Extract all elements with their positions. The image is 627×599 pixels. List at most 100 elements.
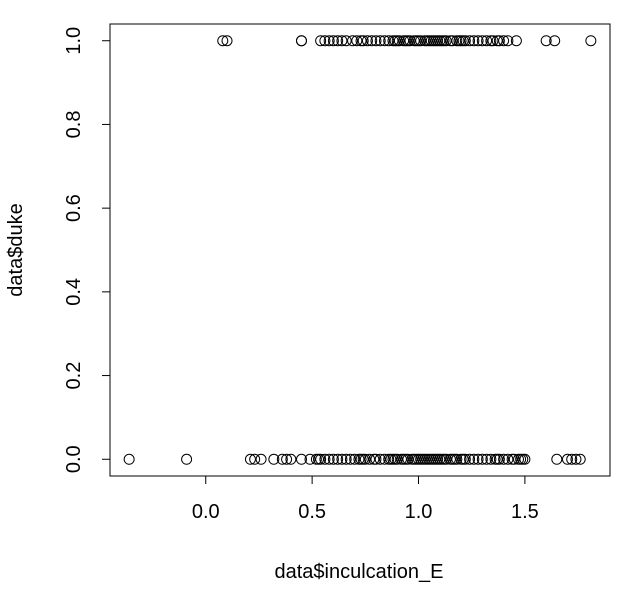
plot-frame — [109, 23, 611, 477]
data-point — [357, 35, 369, 47]
data-point — [551, 453, 563, 465]
data-point — [378, 35, 390, 47]
data-point — [519, 453, 531, 465]
data-point — [549, 35, 561, 47]
data-point — [502, 453, 514, 465]
data-point — [585, 35, 597, 47]
data-point — [364, 453, 376, 465]
data-point — [366, 35, 378, 47]
data-point — [323, 35, 335, 47]
data-point — [498, 35, 510, 47]
data-point — [459, 453, 471, 465]
y-axis-label: data$duke — [5, 203, 27, 296]
data-point — [391, 453, 403, 465]
data-point — [476, 35, 488, 47]
data-point — [472, 35, 484, 47]
data-point — [295, 35, 307, 47]
data-point — [393, 35, 405, 47]
data-point — [440, 35, 452, 47]
data-point — [304, 453, 316, 465]
data-point — [508, 453, 520, 465]
data-point — [570, 453, 582, 465]
data-point — [493, 35, 505, 47]
y-tick-label: 0.6 — [63, 194, 85, 222]
data-point — [415, 35, 427, 47]
data-point — [351, 35, 363, 47]
data-point — [402, 453, 414, 465]
data-point — [561, 453, 573, 465]
data-point — [323, 453, 335, 465]
data-point — [336, 453, 348, 465]
data-point — [268, 453, 280, 465]
data-point — [340, 35, 352, 47]
data-point — [451, 453, 463, 465]
data-point — [319, 35, 331, 47]
data-point — [249, 453, 261, 465]
data-point — [281, 453, 293, 465]
data-point — [472, 453, 484, 465]
data-point — [244, 453, 256, 465]
data-point — [285, 453, 297, 465]
data-point — [574, 453, 586, 465]
data-point — [332, 35, 344, 47]
y-tick-label: 0.0 — [63, 445, 85, 473]
data-point — [485, 453, 497, 465]
data-point — [315, 453, 327, 465]
data-point — [361, 35, 373, 47]
data-point — [374, 35, 386, 47]
data-point — [370, 453, 382, 465]
y-tick-label: 0.2 — [63, 362, 85, 390]
data-point — [447, 35, 459, 47]
data-points — [123, 35, 597, 465]
data-point — [493, 453, 505, 465]
data-point — [276, 453, 288, 465]
y-axis: 0.0 0.2 0.4 0.6 0.8 1.0 — [63, 27, 111, 473]
data-point — [510, 35, 522, 47]
data-point — [319, 453, 331, 465]
data-point — [498, 453, 510, 465]
y-tick-label: 1.0 — [63, 27, 85, 55]
data-point — [440, 453, 452, 465]
data-point — [181, 453, 193, 465]
data-point — [340, 453, 352, 465]
data-point — [374, 453, 386, 465]
data-point — [464, 453, 476, 465]
data-point — [315, 35, 327, 47]
data-point — [476, 453, 488, 465]
data-point — [468, 453, 480, 465]
data-point — [487, 35, 499, 47]
data-point — [370, 35, 382, 47]
data-point — [404, 35, 416, 47]
data-point — [255, 453, 267, 465]
data-point — [336, 35, 348, 47]
data-point — [359, 453, 371, 465]
data-point — [383, 35, 395, 47]
data-point — [566, 453, 578, 465]
data-point — [347, 35, 359, 47]
data-point — [378, 453, 390, 465]
data-point — [459, 35, 471, 47]
data-point — [349, 453, 361, 465]
data-point — [464, 35, 476, 47]
data-point — [344, 453, 356, 465]
x-tick-label: 1.5 — [511, 501, 539, 523]
data-point — [295, 453, 307, 465]
data-point — [481, 453, 493, 465]
data-point — [123, 453, 135, 465]
x-tick-label: 0.0 — [192, 501, 220, 523]
x-axis: 0.0 0.5 1.0 1.5 — [192, 475, 539, 523]
data-point — [502, 35, 514, 47]
data-point — [221, 35, 233, 47]
x-tick-label: 0.5 — [298, 501, 326, 523]
data-point — [468, 35, 480, 47]
x-axis-label: data$inculcation_E — [274, 561, 443, 583]
data-point — [327, 35, 339, 47]
data-point — [481, 35, 493, 47]
y-tick-label: 0.4 — [63, 278, 85, 306]
data-point — [217, 35, 229, 47]
x-tick-label: 1.0 — [405, 501, 433, 523]
y-tick-label: 0.8 — [63, 111, 85, 139]
data-point — [332, 453, 344, 465]
data-point — [540, 35, 552, 47]
